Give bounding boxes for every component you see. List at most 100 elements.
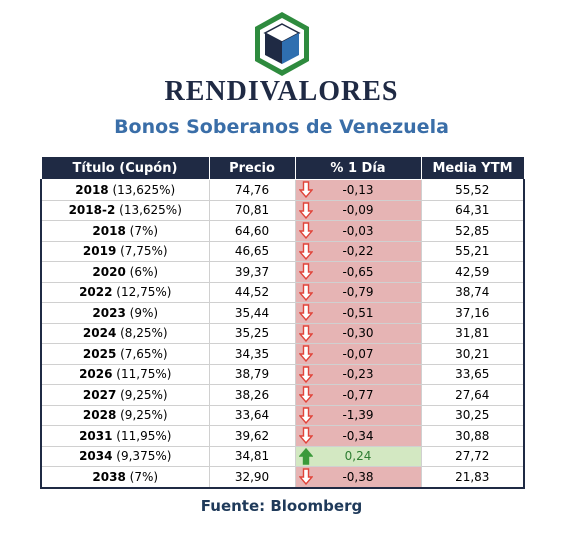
bond-year: 2020 [92,264,126,279]
bond-title-cell: 2020 (6%) [40,261,210,283]
bond-price: 64,60 [208,220,296,242]
bond-ytm: 27,64 [420,384,525,406]
table-row: 2019 (7,75%) 46,65 -0,22 55,21 [40,240,525,262]
bond-coupon: (9%) [129,305,159,320]
table-row: 2018 (7%) 64,60 -0,03 52,85 [40,220,525,242]
arrow-down-icon [298,427,313,444]
bond-ytm: 55,21 [420,240,525,262]
header-price: Precio [208,156,296,180]
bond-year: 2025 [82,346,117,361]
table-row: 2018-2 (13,625%) 70,81 -0,09 64,31 [40,199,525,221]
bond-ytm: 27,72 [420,445,525,467]
header-title-coupon: Título (Cupón) [40,156,210,180]
bond-change-cell: -0,22 [294,240,422,262]
bond-year: 2024 [82,326,117,341]
bond-coupon: (9,25%) [120,408,168,423]
bond-ytm: 64,31 [420,199,525,221]
page-subtitle: Bonos Soberanos de Venezuela [114,116,449,138]
bond-year: 2018 [75,182,109,197]
table-row: 2023 (9%) 35,44 -0,51 37,16 [40,302,525,324]
bond-year: 2022 [79,285,113,300]
bond-change-value: -0,30 [342,326,374,341]
bond-price: 46,65 [208,240,296,262]
bond-price: 39,37 [208,261,296,283]
bond-ytm: 33,65 [420,363,525,385]
arrow-down-icon [298,406,313,424]
brand-name: RENDIVALORES [164,76,399,107]
arrow-down-icon [298,386,313,403]
bond-change-cell: -0,09 [294,199,422,221]
arrow-down-icon [298,222,313,239]
bond-year: 2028 [82,408,117,423]
bond-coupon: (9,375%) [116,449,172,464]
bond-coupon: (7%) [129,469,159,484]
bond-price: 70,81 [208,199,296,221]
bond-change-value: 0,24 [344,449,372,464]
bond-change-value: -0,38 [342,469,374,484]
table-row: 2026 (11,75%) 38,79 -0,23 33,65 [40,363,525,385]
bond-change-value: -0,23 [342,367,374,382]
bond-ytm: 52,85 [420,220,525,242]
bond-year: 2018-2 [68,203,116,218]
bond-change-cell: -0,34 [294,425,422,447]
arrow-down-icon [298,242,313,260]
bond-coupon: (13,625%) [119,203,182,218]
bond-change-value: -0,22 [342,244,374,259]
bond-change-value: -0,03 [342,223,374,238]
bond-price: 44,52 [208,281,296,303]
bond-title-cell: 2018-2 (13,625%) [40,199,210,221]
bond-year: 2026 [79,367,113,382]
arrow-down-icon [298,324,313,342]
table-header-row: Título (Cupón) Precio % 1 Día Media YTM [40,156,525,180]
bond-year: 2038 [92,469,126,484]
table-row: 2038 (7%) 32,90 -0,38 21,83 [40,466,525,489]
arrow-down-icon [298,263,313,280]
bond-change-cell: -0,07 [294,343,422,365]
bond-title-cell: 2023 (9%) [40,302,210,324]
bond-ytm: 42,59 [420,261,525,283]
bond-price: 38,79 [208,363,296,385]
bond-year: 2018 [92,223,126,238]
bond-ytm: 21,83 [420,466,525,489]
bond-price: 35,44 [208,302,296,324]
arrow-down-icon [298,468,313,485]
bond-coupon: (7,65%) [120,346,168,361]
bond-change-cell: -0,03 [294,220,422,242]
bond-change-value: -0,34 [342,428,374,443]
bond-title-cell: 2025 (7,65%) [40,343,210,365]
bond-title-cell: 2038 (7%) [40,466,210,489]
bond-title-cell: 2018 (7%) [40,220,210,242]
arrow-down-icon [298,181,313,198]
bond-coupon: (9,25%) [120,387,168,402]
bond-change-value: -0,07 [342,346,374,361]
bond-ytm: 30,25 [420,404,525,426]
bond-ytm: 37,16 [420,302,525,324]
bond-price: 39,62 [208,425,296,447]
header-change-1d: % 1 Día [294,156,422,180]
table-row: 2028 (9,25%) 33,64 -1,39 30,25 [40,404,525,426]
bond-price: 35,25 [208,322,296,344]
bond-year: 2027 [82,387,117,402]
bond-title-cell: 2034 (9,375%) [40,445,210,467]
bond-change-cell: -0,23 [294,363,422,385]
bond-change-cell: -0,79 [294,281,422,303]
table-row: 2018 (13,625%) 74,76 -0,13 55,52 [40,179,525,201]
table-row: 2034 (9,375%) 34,81 0,24 27,72 [40,445,525,467]
table-row: 2027 (9,25%) 38,26 -0,77 27,64 [40,384,525,406]
bond-change-value: -0,09 [342,203,374,218]
data-source: Fuente: Bloomberg [200,497,363,515]
bond-title-cell: 2027 (9,25%) [40,384,210,406]
bond-price: 32,90 [208,466,296,489]
bond-price: 34,35 [208,343,296,365]
bond-year: 2023 [92,305,126,320]
bond-ytm: 30,88 [420,425,525,447]
bond-change-value: -0,65 [342,264,374,279]
bond-ytm: 38,74 [420,281,525,303]
bond-change-cell: -0,38 [294,466,422,489]
bond-ytm: 31,81 [420,322,525,344]
bond-ytm: 55,52 [420,179,525,201]
arrow-down-icon [298,345,313,362]
bond-title-cell: 2022 (12,75%) [40,281,210,303]
bond-change-value: -1,39 [342,408,374,423]
bond-change-cell: -1,39 [294,404,422,426]
